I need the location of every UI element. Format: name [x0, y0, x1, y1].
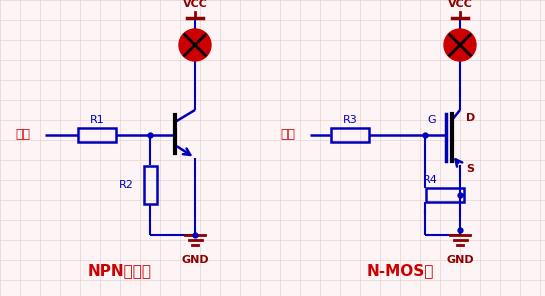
- Bar: [78, 128, 116, 142]
- Text: G: G: [427, 115, 435, 125]
- Text: R3: R3: [343, 115, 358, 125]
- Circle shape: [444, 29, 476, 61]
- Text: D: D: [466, 113, 475, 123]
- Text: 输入: 输入: [15, 128, 30, 141]
- Text: R4: R4: [423, 175, 438, 185]
- Text: GND: GND: [446, 255, 474, 265]
- Circle shape: [179, 29, 211, 61]
- Text: GND: GND: [181, 255, 209, 265]
- Bar: [331, 128, 369, 142]
- Text: VCC: VCC: [183, 0, 208, 9]
- Bar: [426, 188, 464, 202]
- Bar: [143, 166, 156, 204]
- Text: NPN三极管: NPN三极管: [88, 263, 152, 278]
- Text: R1: R1: [89, 115, 105, 125]
- Text: S: S: [466, 164, 474, 174]
- Text: R2: R2: [119, 180, 134, 190]
- Text: 输入: 输入: [280, 128, 295, 141]
- Text: VCC: VCC: [447, 0, 473, 9]
- Text: N-MOS管: N-MOS管: [366, 263, 434, 278]
